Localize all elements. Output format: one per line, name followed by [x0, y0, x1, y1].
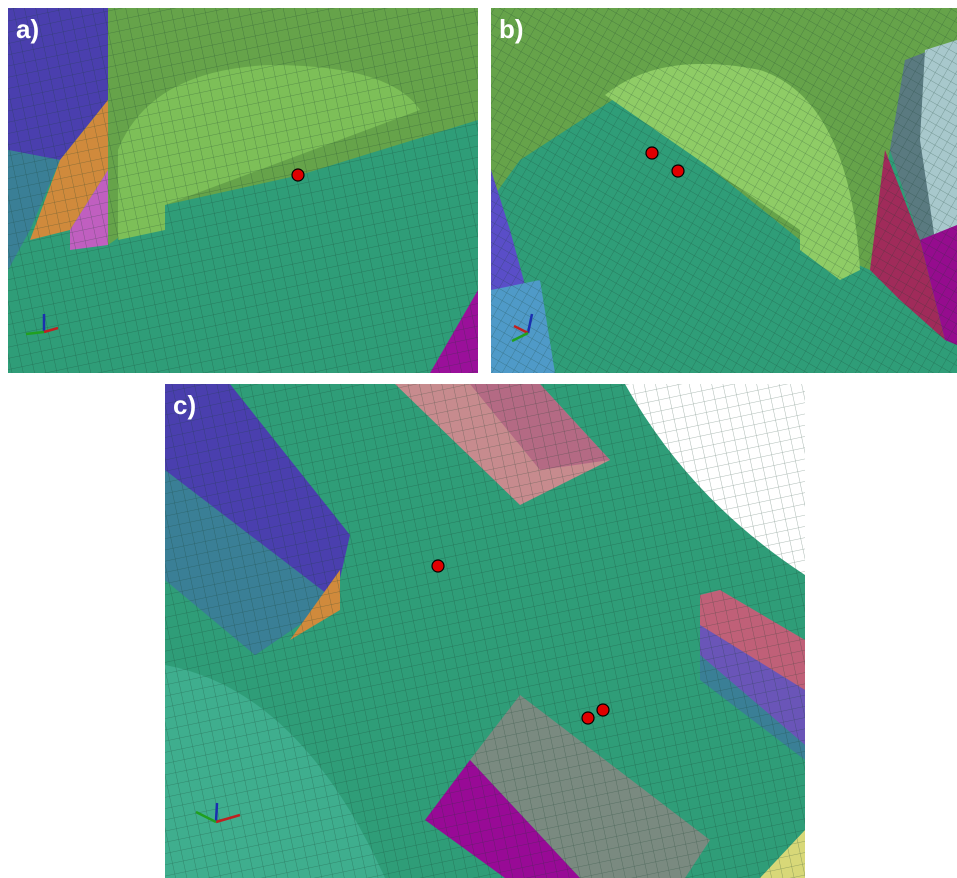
panel-a [8, 8, 478, 373]
figure: a) b) [0, 0, 957, 878]
panel-c [165, 384, 805, 878]
panel-b [491, 8, 957, 373]
panel-label: a) [16, 14, 39, 44]
panel-label: c) [173, 390, 196, 420]
panel-label: b) [499, 14, 524, 44]
